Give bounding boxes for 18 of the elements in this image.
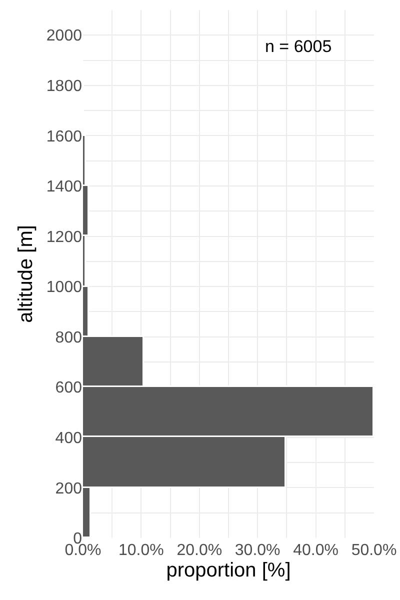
y-axis-title: altitude [m]	[14, 225, 37, 323]
y-tick-label: 1600	[46, 128, 82, 146]
annotation: n = 6005	[265, 37, 332, 56]
y-tick-label: 1200	[46, 228, 82, 246]
y-tick-label: 600	[55, 380, 82, 397]
x-tick-label: 10.0%	[118, 542, 164, 559]
y-tick-label: 800	[55, 329, 82, 346]
y-tick-label: 200	[55, 480, 82, 498]
y-tick-label: 1000	[46, 279, 82, 296]
x-axis-title: proportion [%]	[166, 560, 291, 582]
x-tick-label: 40.0%	[293, 542, 338, 559]
x-tick-label: 30.0%	[234, 542, 280, 559]
y-tick-label: 1800	[46, 78, 82, 96]
x-tick-label: 50.0%	[351, 542, 397, 559]
y-tick-label: 400	[55, 430, 82, 448]
y-tick-label: 1400	[46, 178, 82, 196]
y-tick-label: 2000	[46, 28, 82, 45]
x-tick-label: 20.0%	[176, 542, 222, 559]
